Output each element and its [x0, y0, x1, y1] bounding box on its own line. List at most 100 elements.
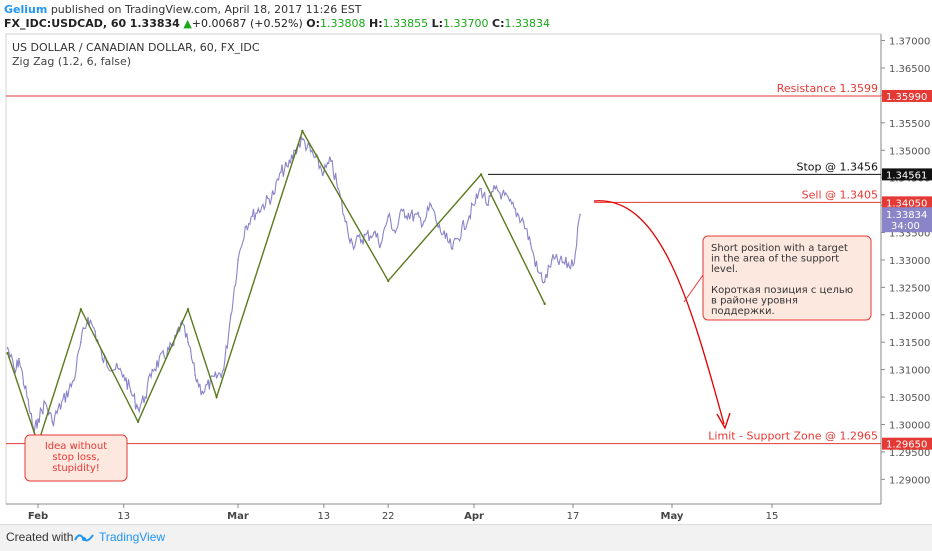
zigzag-pivot [186, 308, 190, 311]
current-price-badge [882, 207, 932, 233]
x-tick-label: 15 [766, 511, 779, 522]
no-stop-note-line: Idea without [45, 441, 107, 452]
forecast-arrow [593, 200, 731, 430]
stop-axis-badge [882, 168, 932, 181]
legend-indicator: Zig Zag (1.2, 6, false) [12, 55, 131, 68]
price-point [87, 316, 89, 319]
horizontal-levels: Resistance 1.3599 1.35990 Stop @ 1.3456 1.3… [6, 82, 932, 451]
short-position-note-box [702, 235, 872, 321]
no-stop-note-box [24, 434, 128, 482]
zigzag-line[interactable] [6, 129, 546, 446]
high-value: 1.33855 [382, 17, 429, 30]
limit-axis-value: 1.29650 [886, 440, 927, 451]
open-value: 1.33808 [320, 17, 366, 30]
price-point [187, 341, 189, 344]
tradingview-logo-icon [74, 534, 94, 542]
price-point [480, 187, 482, 190]
author-link[interactable]: Gelium [4, 3, 48, 16]
price-point [351, 242, 354, 245]
price-point [144, 396, 146, 398]
price-point [337, 187, 339, 190]
price-point [151, 368, 154, 371]
low-value: 1.33700 [443, 17, 489, 30]
up-arrow-icon: ▲ [183, 17, 192, 30]
symbol-label: FX_IDC:USDCAD, 60 [4, 17, 127, 30]
footer-created-text: Created with [6, 530, 74, 544]
price-point [272, 193, 275, 195]
x-axis-ticks: Feb 13 Mar 13 22 Apr 17 May 15 [28, 504, 779, 522]
price-point [572, 264, 574, 267]
price-point [579, 213, 581, 216]
high-label: H: [369, 17, 383, 30]
sell-axis-badge [882, 196, 932, 209]
x-tick-label: Mar [227, 511, 249, 522]
stop-level-label: Stop @ 1.3456 [797, 160, 879, 173]
y-tick-label: 1.35500 [889, 119, 930, 130]
open-label: O: [306, 17, 320, 30]
last-price: 1.33834 [129, 17, 180, 30]
x-tick-label: 17 [567, 511, 580, 522]
forecast-arrow-curve [593, 200, 725, 425]
low-label: L: [431, 17, 444, 30]
price-point [122, 374, 125, 376]
publish-info: Gelium published on TradingView.com, Apr… [4, 3, 361, 16]
y-tick-label: 1.29000 [889, 475, 930, 486]
limit-axis-badge [882, 437, 932, 450]
short-position-note-line: level. [711, 264, 738, 275]
published-text: published on TradingView.com, April 18, … [50, 3, 362, 16]
x-tick-label: Apr [464, 511, 484, 522]
price-point [29, 412, 32, 415]
resistance-level-label: Resistance 1.3599 [777, 82, 878, 95]
price-point [18, 357, 20, 360]
zigzag-pivot [543, 302, 546, 306]
resistance-axis-value: 1.35990 [886, 92, 927, 103]
short-position-note-pointer [683, 274, 704, 303]
zigzag-pivot [301, 129, 304, 133]
price-point [501, 193, 504, 195]
footer-bar: Created with TradingView [0, 524, 932, 551]
y-tick-label: 1.29500 [889, 448, 930, 459]
price-point [387, 215, 389, 217]
price-point [373, 231, 375, 234]
no-stop-note-line: stupidity! [52, 463, 100, 474]
footer-brand-link[interactable]: TradingView [99, 530, 166, 544]
legend-title: US DOLLAR / CANADIAN DOLLAR, 60, FX_IDC [12, 41, 260, 54]
y-tick-label: 1.31500 [889, 338, 930, 349]
resistance-axis-badge [882, 89, 932, 102]
price-point [280, 171, 282, 174]
price-point [444, 237, 447, 239]
y-axis-ticks: 1.370001.365001.360001.355001.350001.345… [881, 37, 930, 486]
zigzag-pivot [79, 308, 83, 311]
y-tick-label: 1.35000 [889, 146, 930, 157]
price-point [6, 346, 9, 349]
price-point [423, 220, 425, 223]
bar-countdown: 34:00 [891, 221, 920, 232]
y-tick-label: 1.32000 [889, 311, 930, 322]
price-chart[interactable]: 1.370001.365001.360001.355001.350001.345… [0, 0, 932, 524]
x-tick-label: May [661, 511, 684, 522]
ohlc-bar: FX_IDC:USDCAD, 60 1.33834 ▲+0.00687 (+0.… [4, 17, 550, 30]
zigzag-pivot [215, 395, 218, 399]
price-point [37, 418, 39, 420]
price-point [251, 215, 254, 217]
y-tick-label: 1.30000 [889, 420, 930, 431]
sell-level-label: Sell @ 1.3405 [802, 188, 878, 201]
zigzag-pivot [6, 351, 9, 355]
x-tick-label: 22 [382, 511, 395, 522]
y-tick-label: 1.33500 [889, 229, 930, 240]
price-point [543, 281, 546, 283]
y-tick-label: 1.30500 [889, 393, 930, 404]
close-value: 1.33834 [504, 17, 551, 30]
stop-axis-value: 1.34561 [886, 170, 927, 181]
price-point [301, 138, 304, 141]
y-tick-label: 1.31000 [889, 366, 930, 377]
x-tick-label: 13 [317, 511, 330, 522]
price-point [330, 160, 332, 163]
price-point [137, 407, 139, 409]
price-point [522, 220, 525, 223]
y-tick-label: 1.33000 [889, 256, 930, 267]
price-point [287, 165, 289, 168]
zigzag-pivot [136, 420, 140, 423]
price-point [222, 368, 225, 371]
